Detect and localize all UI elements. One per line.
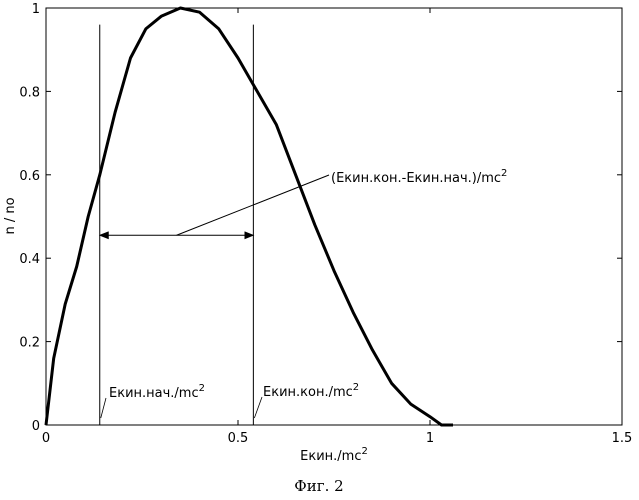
end-annotation: Екин.кон./mc2 xyxy=(263,382,359,400)
plot-frame xyxy=(46,8,622,425)
diff-annotation: (Екин.кон.-Екин.нач.)/mc2 xyxy=(331,168,507,186)
y-tick-label: 0 xyxy=(32,419,40,434)
x-tick-label: 0.5 xyxy=(228,431,249,446)
start-pointer-line xyxy=(101,398,106,418)
y-tick-label: 0.8 xyxy=(19,85,40,100)
start-annotation: Екин.нач./mc2 xyxy=(109,383,205,401)
figure-caption: Фиг. 2 xyxy=(294,477,343,495)
y-tick-label: 0.4 xyxy=(19,252,40,267)
x-tick-label: 1.5 xyxy=(612,431,633,446)
axis-ticks xyxy=(46,8,622,425)
y-tick-label: 0.6 xyxy=(19,169,40,184)
x-axis-label: Екин./mc2 xyxy=(300,446,368,464)
x-tick-label: 1 xyxy=(426,431,434,446)
distribution-curve xyxy=(46,8,453,425)
y-tick-label: 0.2 xyxy=(19,336,40,351)
y-axis-label: n / no xyxy=(3,197,18,234)
x-tick-label: 0 xyxy=(42,431,50,446)
end-pointer-line xyxy=(254,397,262,418)
y-tick-label: 1 xyxy=(32,2,40,17)
tick-labels: 0 0.5 1 1.5 0 0.2 0.4 0.6 0.8 1 xyxy=(19,2,632,446)
